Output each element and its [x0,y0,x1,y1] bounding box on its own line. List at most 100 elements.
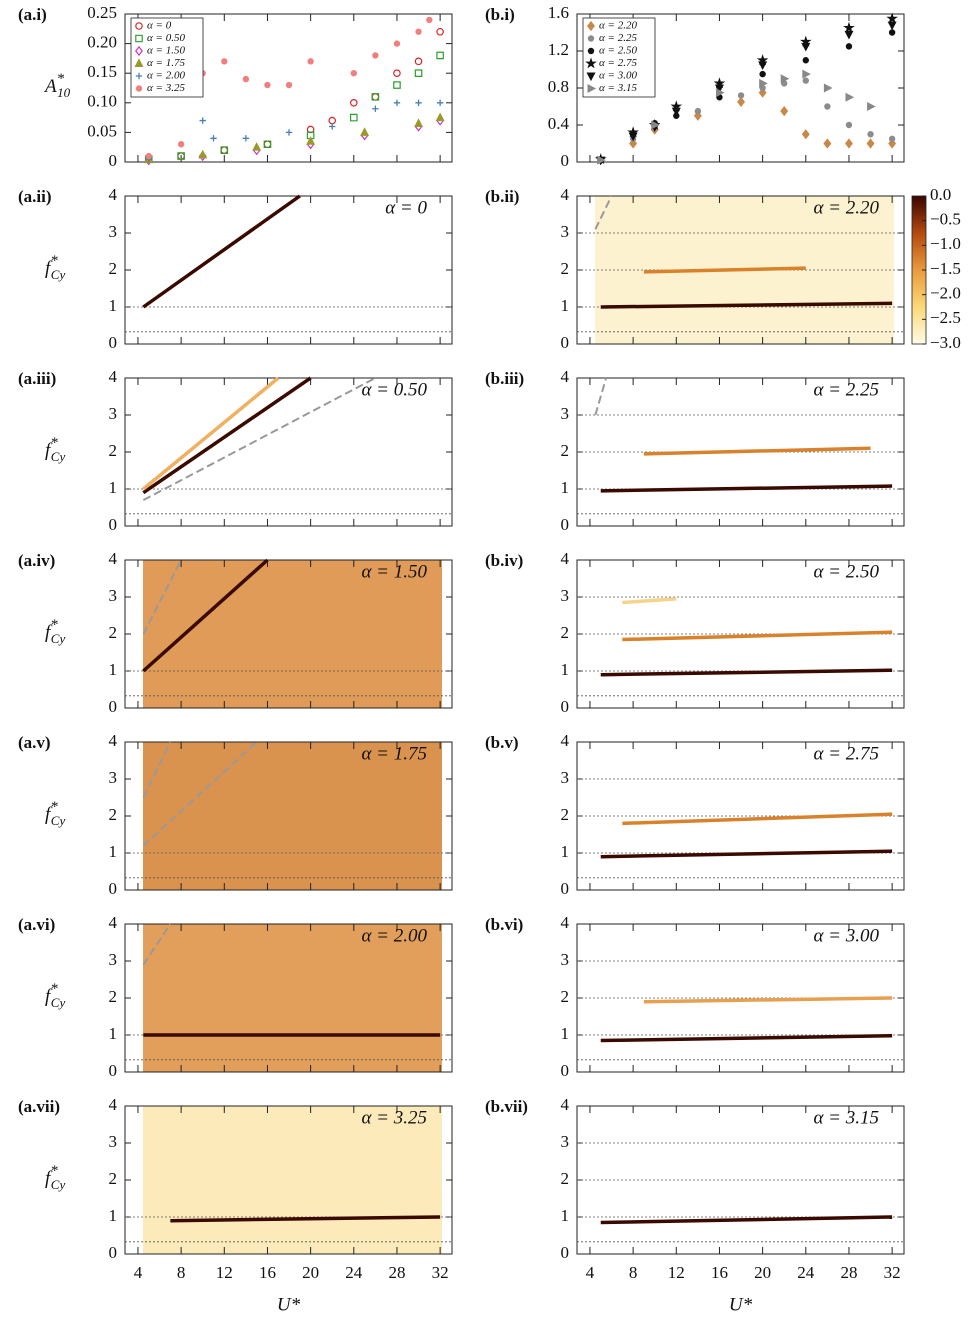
y-axis-label: f* Cy [45,435,65,464]
frequency-trace [142,194,301,309]
y-tick-label: 1 [109,660,118,679]
y-label-sub: Cy [51,631,66,646]
marker [329,123,336,130]
legend-marker [587,83,597,94]
marker [393,69,401,78]
y-tick-label: 4 [109,549,118,568]
y-label-main: f [45,1168,53,1189]
frequency-trace [594,377,608,416]
legend-marker [587,20,595,32]
x-tick-label: 8 [177,1263,186,1282]
frequency-trace [142,376,312,495]
y-label-main: A [43,76,57,97]
marker [802,77,809,84]
marker [220,146,229,154]
marker [199,117,206,124]
legend-label: α = 3.00 [599,70,637,82]
panel-label: (a.i) [18,5,47,24]
marker [845,138,853,149]
heatmap-background [143,924,442,1072]
legend-marker [135,34,143,43]
marker [758,61,768,71]
x-tick-label: 12 [216,1263,233,1282]
y-tick-label: 0 [109,697,118,716]
marker [263,140,272,149]
y-tick-label: 1 [561,1024,570,1043]
y-tick-label: 2 [561,987,570,1006]
y-label-sup: * [50,617,58,633]
marker [252,142,262,151]
legend-marker [587,47,595,55]
alpha-annotation: α = 2.50 [813,561,879,582]
frequency-trace [142,923,172,966]
marker [210,135,217,142]
y-tick-label: 3 [109,586,118,605]
y-tick-label: 4 [109,367,118,386]
y-tick-label: 4 [561,731,570,750]
y-axis-label: f* Cy [45,617,65,646]
x-axis-label: U* [729,1294,753,1315]
frequency-trace [142,377,376,501]
marker [886,12,898,24]
y-tick-label: 1 [109,1024,118,1043]
marker [414,118,424,128]
colorbar-tick-label: −2.0 [930,284,961,303]
marker [801,42,811,52]
marker [426,16,433,24]
legend-label: α = 0 [147,20,172,32]
colorbar-tick-label: −2.5 [930,308,961,327]
x-tick-label: 8 [629,1263,638,1282]
marker [414,57,423,66]
y-tick-label: 0 [561,1061,570,1080]
marker [867,101,876,112]
x-tick-label: 32 [884,1263,901,1282]
x-axis-label: U* [277,1294,301,1315]
marker [350,70,357,77]
marker [393,40,401,47]
y-tick-label: 1 [109,842,118,861]
alpha-annotation: α = 0 [385,197,427,218]
marker [285,81,293,89]
legend-label: α = 2.50 [599,45,637,57]
legend-box [130,17,204,98]
marker [415,28,422,35]
y-tick-label: 2 [109,623,118,642]
alpha-annotation: α = 2.00 [361,925,427,946]
colorbar-tick-label: 0.0 [930,185,951,204]
y-tick-label: 3 [109,768,118,787]
y-tick-label: 3 [561,950,570,969]
y-axis-label: f* Cy [45,799,65,828]
alpha-annotation: α = 2.75 [813,743,879,764]
alpha-annotation: α = 3.25 [361,1107,427,1128]
frequency-trace [643,266,806,274]
marker [435,112,445,122]
marker [393,99,401,106]
y-tick-label: 4 [561,913,570,932]
legend-label: α = 2.20 [599,20,637,32]
y-axis-label: f* Cy [45,1163,65,1192]
panel-label: (a.iv) [18,551,55,570]
frequency-trace [142,558,269,673]
marker [824,103,831,110]
frequency-trace [600,1033,893,1043]
panel-label: (a.vi) [18,915,55,934]
y-axis-label: A* 10 [43,71,71,100]
marker [759,78,768,88]
legend-label: α = 2.75 [599,57,637,69]
marker [714,84,724,94]
y-tick-label: 0 [561,879,570,898]
legend-label: α = 2.00 [147,70,185,82]
frequency-trace [600,484,893,493]
y-tick-label: 1 [109,478,118,497]
marker [360,127,370,136]
marker [844,30,854,40]
marker [198,149,208,159]
frequency-trace [142,741,172,798]
y-tick-label: 3 [109,950,118,969]
y-tick-label: 1.6 [548,3,569,22]
frequency-trace [622,812,893,826]
marker [242,75,250,83]
alpha-annotation: α = 1.75 [361,743,427,764]
y-tick-label: 0.25 [87,3,117,22]
